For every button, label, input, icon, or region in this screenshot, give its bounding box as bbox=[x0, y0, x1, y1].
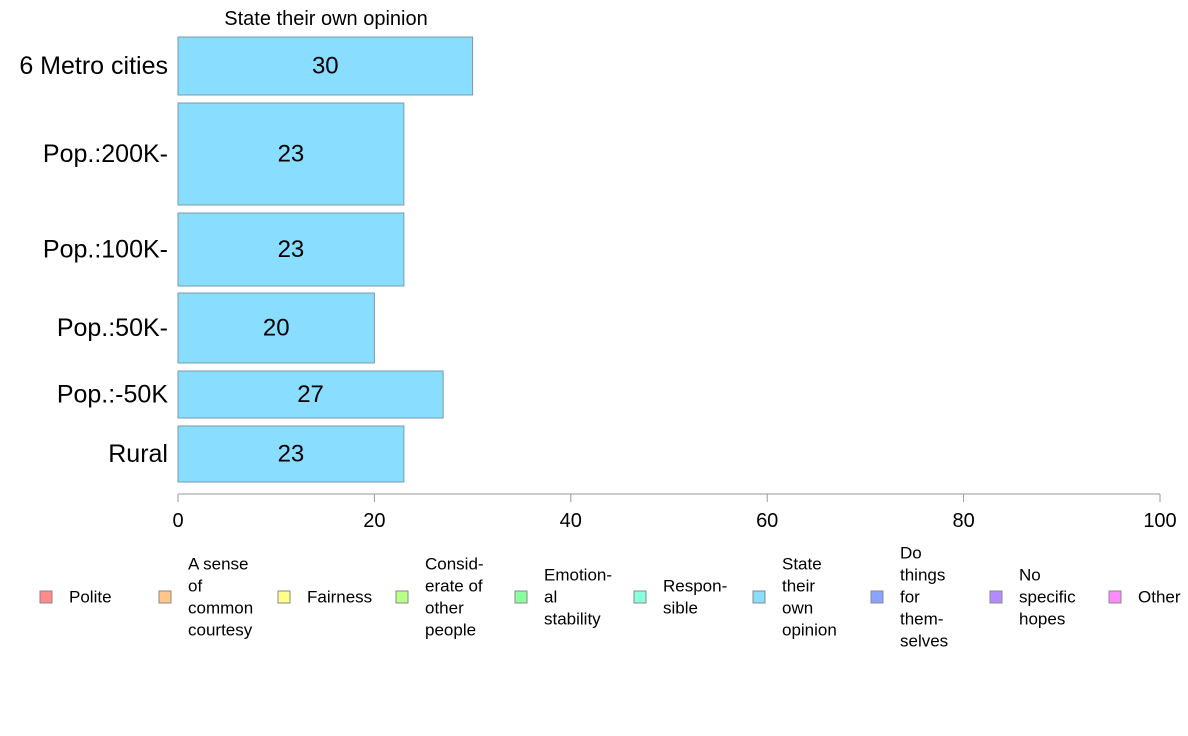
legend-label-line: stability bbox=[544, 610, 601, 629]
legend-label-line: al bbox=[544, 588, 557, 607]
legend-item: Respon-sible bbox=[633, 577, 727, 618]
bar bbox=[177, 36, 474, 96]
legend-swatch bbox=[1108, 590, 1122, 604]
bars-group: 30 6 Metro cities 23 Pop.:200K- 23 Pop.:100K-… bbox=[19, 36, 474, 483]
category-label: Pop.:200K- bbox=[43, 140, 168, 168]
bar-value-label: 23 bbox=[278, 141, 305, 168]
legend-label-line: people bbox=[425, 621, 476, 640]
bar-value-label: 23 bbox=[278, 236, 305, 263]
legend-item: Other bbox=[1108, 588, 1181, 607]
legend-swatch bbox=[752, 590, 766, 604]
x-tick-label: 80 bbox=[952, 510, 974, 532]
bar-value-label: 23 bbox=[278, 441, 305, 468]
legend-label-line: Do bbox=[900, 544, 922, 563]
legend-item: A sense of common courtesy bbox=[158, 555, 253, 640]
legend-swatch bbox=[633, 590, 647, 604]
legend-swatch bbox=[514, 590, 528, 604]
category-label: Pop.:50K- bbox=[57, 314, 168, 342]
legend-label: Emotion-al stability bbox=[544, 566, 612, 629]
legend-label: Respon-sible bbox=[663, 577, 727, 618]
legend-label-line: Other bbox=[1138, 588, 1181, 607]
x-tick-label: 0 bbox=[172, 510, 183, 532]
legend-label-line: Polite bbox=[69, 588, 112, 607]
x-tick-label: 60 bbox=[756, 510, 778, 532]
legend-label: Other bbox=[1138, 588, 1181, 607]
legend-label-line: selves bbox=[900, 632, 948, 651]
legend-label-line: things bbox=[900, 566, 945, 585]
bar bbox=[177, 102, 405, 206]
legend-label: Polite bbox=[69, 588, 112, 607]
legend-label: Do things for them-selves bbox=[900, 544, 948, 651]
legend-item: Consid-erate of other people bbox=[395, 555, 484, 640]
bar-value-label: 20 bbox=[263, 315, 290, 342]
legend-label-line: courtesy bbox=[188, 621, 253, 640]
category-label: Rural bbox=[108, 440, 168, 468]
category-label: Pop.:-50K bbox=[57, 381, 169, 409]
legend-item: Emotion-al stability bbox=[514, 566, 612, 629]
chart-title: State their own opinion bbox=[224, 8, 427, 30]
legend-label-line: of bbox=[188, 577, 202, 596]
legend-label-line: other bbox=[425, 599, 464, 618]
legend-swatch bbox=[870, 590, 884, 604]
legend-label: Fairness bbox=[307, 588, 372, 607]
legend-label: Consid-erate of other people bbox=[425, 555, 484, 640]
legend-label-line: for bbox=[900, 588, 920, 607]
bar bbox=[177, 425, 405, 483]
legend-item: No specific hopes bbox=[989, 566, 1076, 629]
legend-label-line: State bbox=[782, 555, 822, 574]
category-label: 6 Metro cities bbox=[19, 52, 168, 80]
legend-label: State their own opinion bbox=[782, 555, 837, 640]
legend-item: Fairness bbox=[277, 588, 372, 607]
x-tick-label: 20 bbox=[363, 510, 385, 532]
legend-label-line: own bbox=[782, 599, 813, 618]
bar-value-label: 27 bbox=[297, 381, 324, 408]
legend-label-line: No bbox=[1019, 566, 1041, 585]
legend-label-line: them- bbox=[900, 610, 943, 629]
legend-swatch bbox=[158, 590, 172, 604]
x-tick-label: 100 bbox=[1143, 510, 1176, 532]
legend-label-line: Emotion- bbox=[544, 566, 612, 585]
legend-label-line: Respon- bbox=[663, 577, 727, 596]
legend-item: Polite bbox=[39, 588, 112, 607]
legend: Polite A sense of common courtesy Fairness Con… bbox=[39, 544, 1181, 651]
x-axis: 0 20 40 60 80 100 bbox=[172, 493, 1177, 532]
legend-label-line: their bbox=[782, 577, 815, 596]
x-tick-label: 40 bbox=[560, 510, 582, 532]
legend-swatch bbox=[277, 590, 291, 604]
legend-label-line: common bbox=[188, 599, 253, 618]
bar bbox=[177, 292, 375, 364]
legend-label-line: erate of bbox=[425, 577, 483, 596]
legend-label: No specific hopes bbox=[1019, 566, 1076, 629]
legend-item: Do things for them-selves bbox=[870, 544, 948, 651]
bar-value-label: 30 bbox=[312, 53, 339, 80]
legend-item: State their own opinion bbox=[752, 555, 837, 640]
legend-label-line: Fairness bbox=[307, 588, 372, 607]
legend-label-line: A sense bbox=[188, 555, 249, 574]
legend-label-line: sible bbox=[663, 599, 698, 618]
category-label: Pop.:100K- bbox=[43, 236, 168, 264]
legend-label-line: Consid- bbox=[425, 555, 484, 574]
legend-label-line: specific bbox=[1019, 588, 1076, 607]
bar bbox=[177, 370, 444, 419]
legend-swatch bbox=[39, 590, 53, 604]
bar bbox=[177, 212, 405, 287]
legend-label-line: hopes bbox=[1019, 610, 1065, 629]
legend-label: A sense of common courtesy bbox=[188, 555, 253, 640]
legend-swatch bbox=[395, 590, 409, 604]
legend-label-line: opinion bbox=[782, 621, 837, 640]
legend-swatch bbox=[989, 590, 1003, 604]
